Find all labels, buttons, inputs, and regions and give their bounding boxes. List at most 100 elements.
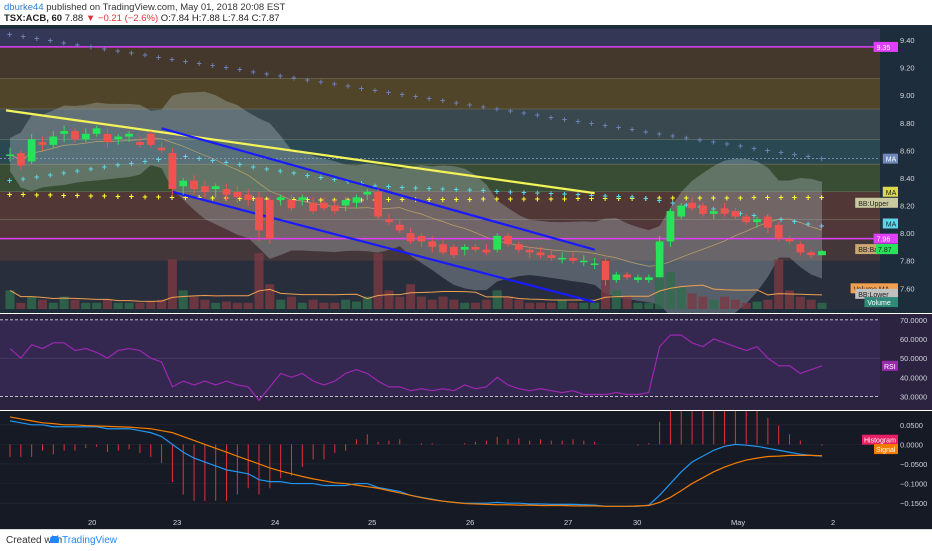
candle-body: [38, 142, 47, 145]
level-tag-upper-bg: [873, 41, 898, 52]
time-axis-tick: 23: [173, 518, 181, 527]
volume-bar: [113, 302, 123, 309]
volume-bar: [611, 290, 621, 309]
cyan-ma-cross-marker: +: [427, 183, 432, 193]
candle-body: [688, 202, 696, 209]
ma-cross-marker: +: [454, 98, 459, 108]
macd-pane[interactable]: 0.0500 0.0000 −0.0500 −0.1000 −0.1500 Histogr…: [0, 411, 932, 515]
volume-bar: [157, 299, 167, 309]
tradingview-brand[interactable]: TradingView: [62, 535, 118, 546]
time-axis-tick: 24: [271, 518, 279, 527]
price-chart: + + + + + + + + + + + + + + + + + + + + + + + + + + + + + + + + + + + + + + + +…: [0, 29, 915, 313]
volume-ma-line: [9, 284, 823, 302]
bb-cross-marker: +: [399, 195, 404, 205]
bb-cross-marker: +: [765, 193, 770, 203]
price-axis-tick: 9.40: [900, 36, 915, 45]
time-axis-tick: 25: [368, 518, 376, 527]
bb-cross-marker: +: [386, 195, 391, 205]
candle-body: [287, 200, 296, 209]
ma-cross-marker: +: [467, 100, 472, 110]
time-axis-tick: 26: [466, 518, 474, 527]
candle-body: [753, 219, 761, 223]
cyan-ma-cross-marker: +: [562, 189, 567, 199]
volume-bar: [698, 296, 708, 309]
bb-cross-marker: +: [575, 194, 580, 204]
cyan-ma-cross-marker: +: [142, 156, 147, 166]
ma-cross-marker: +: [183, 56, 188, 66]
ma-cross-marker: +: [684, 133, 689, 143]
ma-tag: MA: [886, 157, 897, 164]
candle-body: [623, 274, 632, 278]
bb-cross-marker: +: [670, 193, 675, 203]
candle-body: [71, 131, 79, 140]
volume-bar: [763, 299, 773, 309]
cyan-ma-cross-marker: +: [819, 221, 824, 231]
bb-upper-tag-bg: [855, 197, 898, 208]
ma-cross-marker: +: [778, 147, 783, 157]
ma-cross-marker: +: [88, 42, 93, 52]
volume-bar: [741, 302, 751, 309]
volume-bar: [16, 302, 26, 309]
cyan-ma-cross-marker: +: [237, 160, 242, 170]
candle-body: [579, 260, 588, 263]
volume-tag-bg: [864, 297, 898, 308]
cyan-ma-cross-marker: +: [251, 162, 256, 172]
bb-upper-tag: BB:Upper: [858, 201, 889, 208]
rsi-pane[interactable]: 70.0000 60.0000 50.0000 40.0000 30.0000 RSI: [0, 314, 932, 410]
bb-lower-tag-bg: [855, 288, 898, 299]
candle-body: [677, 205, 686, 217]
volume-bar: [124, 302, 134, 309]
cyan-ma-cross-marker: +: [34, 172, 39, 182]
candle-body: [558, 257, 567, 260]
volume-bar: [232, 302, 242, 309]
ma-cross-marker: +: [115, 46, 120, 56]
time-axis[interactable]: 20 23 24 25 26 27 30 May 2: [0, 515, 932, 529]
bb-cross-marker: +: [21, 190, 26, 200]
bb-cross-marker: +: [169, 192, 174, 202]
cyan-ma-cross-marker: +: [183, 151, 188, 161]
ma-cross-marker: +: [697, 135, 702, 145]
volume-bar: [503, 296, 513, 309]
bb-cross-marker: +: [7, 190, 12, 200]
bb-cross-marker: +: [684, 193, 689, 203]
bb-cross-marker: +: [75, 191, 80, 201]
volume-bar: [135, 302, 145, 309]
candle-body: [146, 133, 155, 145]
volume-ma-tag-bg: [850, 283, 898, 294]
bb-cross-marker: +: [61, 190, 66, 200]
price-axis-tick: 7.80: [900, 257, 915, 266]
ma-cross-marker: +: [413, 92, 418, 102]
candle-body: [439, 244, 447, 253]
ma-cross-marker: +: [251, 67, 256, 77]
price-change: −0.21 (−2.6%): [97, 13, 159, 24]
bb-cross-marker: +: [630, 193, 635, 203]
ma-cross-marker: +: [819, 154, 824, 164]
bb-cross-marker: +: [440, 194, 445, 204]
cyan-ma-cross-marker: +: [454, 185, 459, 195]
bb-cross-marker: +: [724, 193, 729, 203]
cyan-ma-cross-marker: +: [372, 181, 377, 191]
price-band-5: [0, 164, 880, 192]
volume-bar: [308, 299, 318, 309]
candle-body: [298, 197, 307, 201]
volume-bar: [351, 301, 362, 309]
candle-body: [309, 202, 318, 212]
price-axis-tick: 8.60: [900, 146, 915, 155]
time-axis-tick: 20: [88, 518, 96, 527]
volume-bar: [817, 302, 827, 309]
histogram-tag-bg: [862, 434, 898, 445]
author-link[interactable]: dburke44: [4, 2, 44, 13]
candle-body: [536, 252, 545, 256]
price-pane[interactable]: + + + + + + + + + + + + + + + + + + + + + + + + + + + + + + + + + + + + + + + +…: [0, 25, 932, 313]
volume-bar: [330, 302, 340, 309]
ma-cross-marker: +: [440, 96, 445, 106]
volume-bar: [178, 290, 188, 309]
bb-cross-marker: +: [643, 193, 648, 203]
volume-bar: [546, 302, 556, 309]
candle-body: [81, 133, 90, 140]
ma-cross-marker: +: [129, 48, 134, 58]
cyan-ma-cross-marker: +: [61, 168, 66, 178]
volume-bar: [438, 296, 448, 309]
price-band-1: [0, 46, 880, 79]
candle-body: [417, 235, 426, 242]
